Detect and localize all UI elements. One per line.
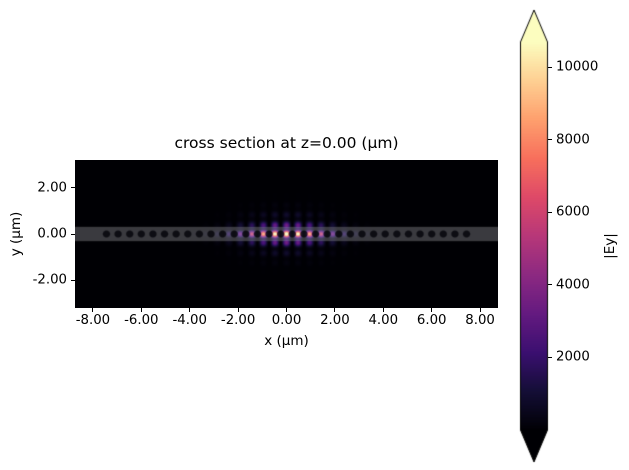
x-tick-label: 4.00 (368, 313, 399, 328)
colorbar-tick-label: 10000 (556, 59, 599, 75)
y-tick-label: -2.00 (32, 272, 67, 288)
x-tick-mark (382, 308, 384, 312)
colorbar-tick-label: 8000 (556, 132, 590, 148)
x-tick-label: -4.00 (172, 313, 207, 328)
colorbar-label: |Ey| (602, 233, 618, 259)
y-axis-label: y (μm) (8, 211, 24, 257)
y-tick-mark (71, 279, 75, 281)
colorbar-tick-mark (547, 211, 552, 213)
y-tick-mark (71, 233, 75, 235)
colorbar-tick-mark (547, 139, 552, 141)
y-tick-mark (71, 187, 75, 189)
x-tick-label: 8.00 (465, 313, 495, 328)
colorbar-tick-label: 4000 (556, 277, 590, 293)
colorbar-tick-mark (547, 284, 552, 286)
colorbar-tick-mark (547, 66, 552, 68)
x-tick-label: -8.00 (75, 313, 111, 328)
x-tick-label: 0.00 (271, 313, 302, 328)
x-tick-mark (286, 308, 287, 312)
x-tick-mark (140, 308, 142, 312)
x-tick-mark (189, 308, 191, 312)
colorbar-tick-mark (547, 356, 552, 358)
x-axis-label: x (μm) (264, 333, 309, 349)
x-tick-mark (334, 308, 336, 312)
x-tick-mark (431, 308, 433, 312)
x-tick-mark (479, 308, 481, 312)
x-tick-label: 2.00 (320, 313, 350, 328)
colorbar-tick-label: 6000 (556, 204, 590, 220)
x-tick-label: -6.00 (124, 313, 159, 328)
plot-title: cross section at z=0.00 (μm) (174, 134, 399, 152)
x-tick-mark (92, 308, 94, 312)
y-tick-label: 2.00 (37, 180, 67, 196)
x-tick-mark (237, 308, 239, 312)
y-tick-label: 0.00 (37, 226, 67, 242)
field-heatmap (75, 160, 498, 308)
x-tick-label: -2.00 (220, 313, 256, 328)
colorbar (519, 8, 549, 464)
colorbar-tick-label: 2000 (556, 349, 590, 365)
x-tick-label: 6.00 (416, 313, 447, 328)
